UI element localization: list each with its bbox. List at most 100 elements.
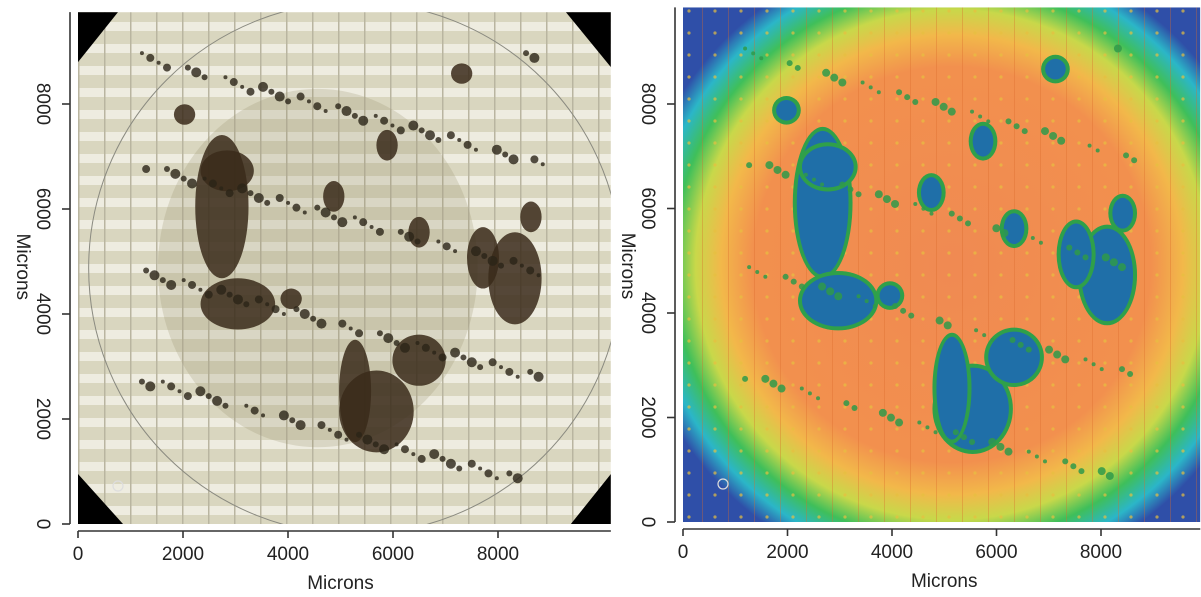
speck	[536, 273, 541, 278]
speck	[250, 406, 259, 415]
x-tick-label: 2000	[766, 542, 808, 563]
speck	[393, 339, 400, 346]
speck	[191, 67, 202, 78]
speck	[397, 228, 404, 235]
speck	[344, 437, 349, 442]
speck	[453, 249, 458, 254]
deposit	[879, 285, 901, 306]
speck	[1040, 127, 1049, 136]
speck	[219, 186, 224, 191]
speck	[467, 459, 476, 468]
speck	[247, 190, 254, 197]
speck	[988, 437, 997, 446]
speck	[751, 51, 756, 56]
speck	[369, 224, 374, 229]
speck	[830, 73, 839, 82]
deposit	[323, 181, 345, 212]
speck	[743, 46, 748, 51]
speck	[466, 357, 477, 368]
speck	[380, 116, 389, 125]
x-tick-label: 0	[73, 544, 84, 565]
speck	[992, 224, 1001, 233]
speck	[163, 166, 170, 173]
speck	[442, 242, 451, 251]
speck	[986, 119, 991, 124]
speck	[375, 227, 384, 236]
speck	[952, 429, 959, 436]
speck	[1070, 463, 1077, 470]
speck	[232, 294, 243, 305]
speck	[499, 365, 504, 370]
deposit	[1112, 197, 1134, 229]
speck	[212, 395, 223, 406]
speck	[782, 273, 789, 280]
speck	[330, 214, 337, 221]
speck	[274, 91, 285, 102]
speck	[187, 178, 198, 189]
speck	[289, 417, 296, 424]
speck	[921, 206, 926, 211]
speck	[964, 220, 971, 227]
speck	[376, 330, 383, 337]
speck	[281, 311, 286, 316]
y-tick-label: 2000	[32, 398, 53, 440]
y-axis-label: Microns	[12, 233, 33, 300]
corner	[78, 12, 118, 63]
speck	[1091, 362, 1096, 367]
speck	[313, 102, 322, 111]
marker-ring	[112, 480, 124, 492]
speck	[747, 265, 752, 270]
speck	[1078, 468, 1085, 475]
speck	[807, 391, 812, 396]
speck	[310, 315, 317, 322]
y-tick-label: 0	[32, 519, 53, 530]
speck	[790, 278, 797, 285]
speck	[222, 402, 229, 409]
speck	[425, 130, 436, 141]
y-tick-label: 2000	[637, 396, 658, 438]
speck	[156, 60, 161, 65]
speck	[948, 210, 955, 217]
speck	[142, 165, 151, 174]
speck	[167, 382, 176, 391]
speck	[265, 302, 270, 307]
speck	[408, 120, 419, 131]
speck	[335, 103, 342, 110]
speck	[146, 53, 155, 62]
speck	[759, 56, 764, 61]
speck	[818, 282, 827, 291]
speck	[337, 217, 348, 228]
speck	[1053, 350, 1062, 359]
speck	[1099, 367, 1104, 372]
speck	[943, 321, 952, 330]
speck	[229, 78, 238, 87]
speck	[847, 186, 854, 193]
speck	[933, 430, 938, 435]
speck	[314, 204, 321, 211]
speck	[1042, 459, 1047, 464]
speck	[204, 290, 213, 299]
speck	[445, 458, 456, 469]
speck	[508, 154, 519, 165]
speck	[201, 74, 208, 81]
speck	[969, 438, 976, 445]
speck	[488, 358, 497, 367]
deposit	[920, 177, 942, 209]
speck	[292, 203, 301, 212]
x-tick-label: 8000	[477, 544, 519, 565]
speck	[195, 386, 206, 397]
deposit	[488, 232, 542, 325]
speck	[904, 94, 911, 101]
speck	[359, 218, 368, 227]
speck	[1062, 458, 1069, 465]
speck	[477, 364, 484, 371]
x-tick-label: 6000	[372, 544, 414, 565]
speck	[450, 347, 461, 358]
speck	[278, 410, 289, 421]
speck	[143, 267, 150, 274]
speck	[358, 115, 369, 126]
speck	[895, 418, 904, 427]
speck	[855, 191, 862, 198]
deposit	[1003, 213, 1025, 245]
speck	[765, 161, 774, 170]
